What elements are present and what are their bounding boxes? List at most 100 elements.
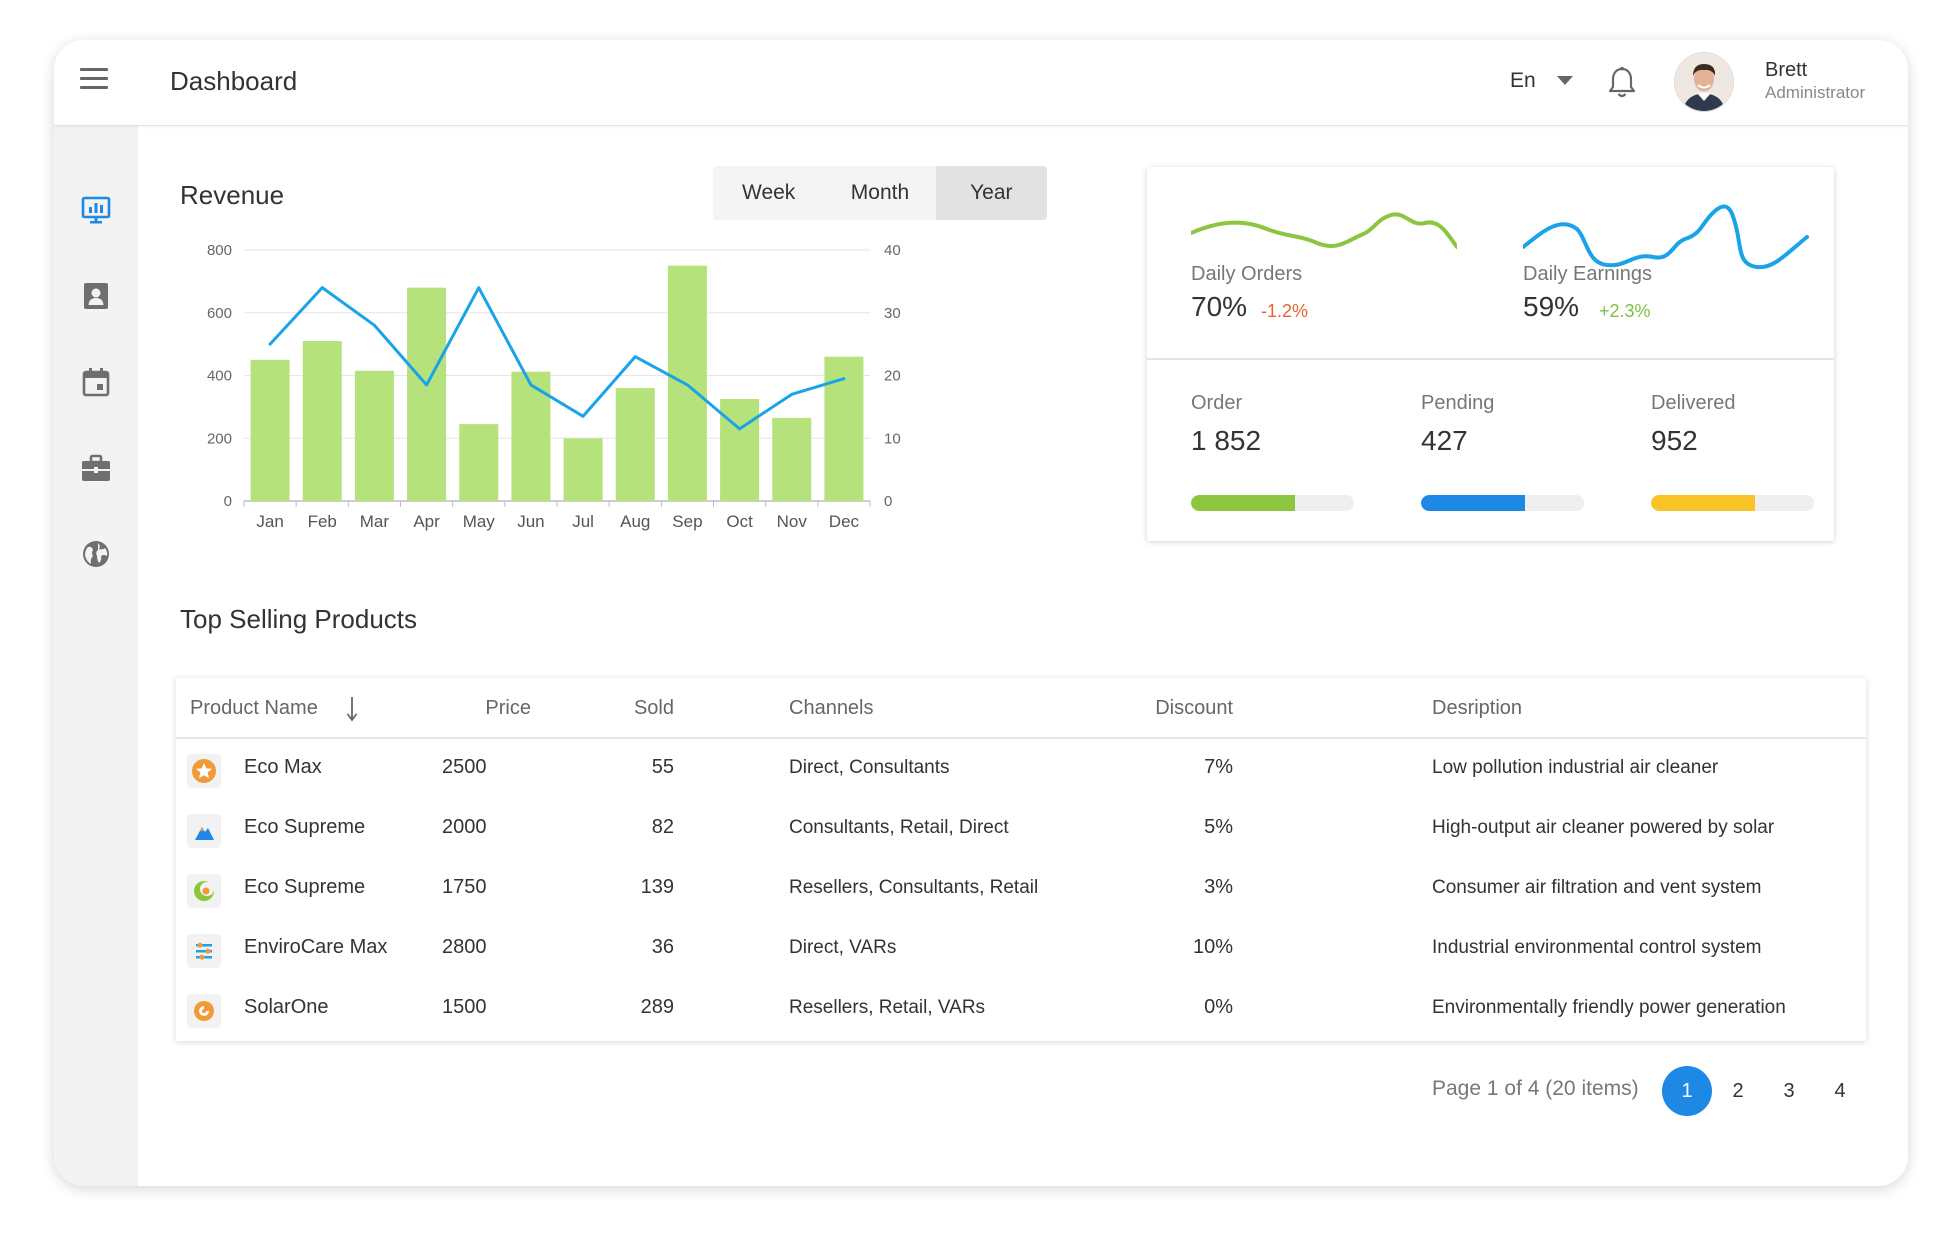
top-bar: Dashboard En Brett Administrator [54,40,1908,126]
bar-aug [615,388,655,501]
column-header-sold[interactable]: Sold [633,697,674,719]
spiral-icon [187,994,221,1028]
y2-axis-tick-label: 40 [884,242,901,259]
product-channels: Consultants, Retail, Direct [789,817,1009,838]
table-row[interactable]: Eco Max 2500 55 Direct, Consultants 7% Low po… [176,740,1866,800]
period-week-button[interactable]: Week [742,181,796,204]
x-axis-tick-label: Apr [413,512,440,531]
bar-oct [720,399,760,501]
sort-descending-icon[interactable] [346,696,358,722]
pending-label: Pending [1421,392,1495,414]
column-header-discount[interactable]: Discount [1155,697,1233,719]
product-channels: Direct, Consultants [789,757,950,778]
product-price: 2500 [442,756,487,778]
stats-divider [1147,358,1834,360]
table-row[interactable]: Eco Supreme 1750 139 Resellers, Consultants… [176,860,1866,920]
product-discount: 3% [1204,876,1233,898]
mountain-icon [187,814,221,848]
x-axis-tick-label: Feb [308,512,337,531]
presentation-chart-icon[interactable] [80,194,112,226]
product-price: 2000 [442,816,487,838]
bar-dec [824,356,864,501]
app-window: Dashboard En Brett Administrator [54,40,1908,1186]
page-button-4[interactable]: 4 [1834,1079,1846,1102]
revenue-chart: 0 200 400 600 800 0 10 20 30 40 Jan Feb Mar Apr May Jun… [207,242,901,531]
order-progress-bar [1191,495,1354,511]
product-description: High-output air cleaner powered by solar [1432,817,1775,838]
order-value: 1 852 [1191,425,1262,456]
language-selector[interactable]: En [1510,69,1536,92]
bar-may [459,424,499,501]
y2-axis-tick-label: 20 [884,368,901,385]
user-name: Brett [1765,59,1808,81]
table-row[interactable]: Eco Supreme 2000 82 Consultants, Retail, Di… [176,800,1866,860]
product-name: Eco Supreme [244,816,366,838]
calendar-icon[interactable] [80,366,112,398]
pending-progress-bar [1421,495,1584,511]
y2-axis-tick-label: 10 [884,430,901,447]
contact-card-icon[interactable] [80,280,112,312]
page-button-3[interactable]: 3 [1783,1079,1795,1102]
daily-orders-delta: -1.2% [1261,301,1309,321]
briefcase-icon[interactable] [80,452,112,484]
y-axis-tick-label: 200 [207,430,232,447]
product-description: Environmentally friendly power generatio… [1432,997,1786,1018]
x-axis-tick-label: Oct [726,512,753,531]
table-row[interactable]: SolarOne 1500 289 Resellers, Retail, VARs 0%… [176,980,1866,1040]
pending-value: 427 [1421,425,1468,456]
product-sold: 139 [640,876,674,898]
avatar[interactable] [1674,52,1734,112]
product-sold: 36 [651,936,674,958]
period-year-button[interactable]: Year [935,166,1047,220]
page-button-1[interactable]: 1 [1662,1066,1712,1116]
delivered-value: 952 [1651,425,1698,456]
y2-axis-tick-label: 0 [884,493,892,510]
bar-jan [250,359,290,501]
daily-orders-label: Daily Orders [1191,263,1303,285]
delivered-progress-fill [1651,495,1756,511]
revenue-title: Revenue [180,180,285,210]
series-line [268,286,846,431]
x-axis-tick-label: Jan [256,512,283,531]
column-header-price[interactable]: Price [485,697,531,719]
daily-orders-value: 70% [1191,291,1248,322]
user-role: Administrator [1765,83,1866,102]
y-axis-tick-label: 800 [207,242,232,259]
x-axis-tick-label: Sep [672,512,702,531]
period-month-button[interactable]: Month [850,181,910,204]
page-button-2[interactable]: 2 [1732,1079,1744,1102]
daily-orders-sparkline [1191,212,1457,249]
product-description: Consumer air filtration and vent system [1432,877,1762,898]
y-axis-tick-label: 400 [207,368,232,385]
hamburger-menu-icon[interactable] [80,68,108,90]
user-avatar-icon [1675,53,1733,111]
product-price: 1500 [442,996,487,1018]
globe-icon[interactable] [80,538,112,570]
product-description: Industrial environmental control system [1432,937,1762,958]
column-header-description[interactable]: Desription [1432,697,1523,719]
column-header-channels[interactable]: Channels [789,697,874,719]
bell-icon[interactable] [1607,66,1637,100]
products-table: Product Name Price Sold Channels Discoun… [176,678,1866,1041]
table-header: Product Name Price Sold Channels Discoun… [176,678,1866,739]
sliders-icon [187,934,221,968]
daily-earnings-sparkline [1523,204,1809,270]
product-sold: 82 [651,816,674,838]
bar-feb [302,340,342,501]
sidebar [54,126,138,1186]
chevron-down-icon[interactable] [1557,76,1573,85]
product-name: Eco Supreme [244,876,366,898]
column-header-product-name[interactable]: Product Name [190,697,318,719]
product-channels: Resellers, Consultants, Retail [789,877,1039,898]
x-axis-tick-label: Jul [572,512,594,531]
pending-progress-fill [1421,495,1526,511]
product-discount: 5% [1204,816,1233,838]
delivered-progress-bar [1651,495,1814,511]
bar-jul [563,438,603,501]
delivered-label: Delivered [1651,392,1736,414]
x-axis-tick-label: Aug [620,512,650,531]
table-row[interactable]: EnviroCare Max 2800 36 Direct, VARs 10% Indus… [176,920,1866,980]
product-name: SolarOne [244,996,329,1018]
product-discount: 0% [1204,996,1233,1018]
daily-earnings-label: Daily Earnings [1523,263,1652,285]
